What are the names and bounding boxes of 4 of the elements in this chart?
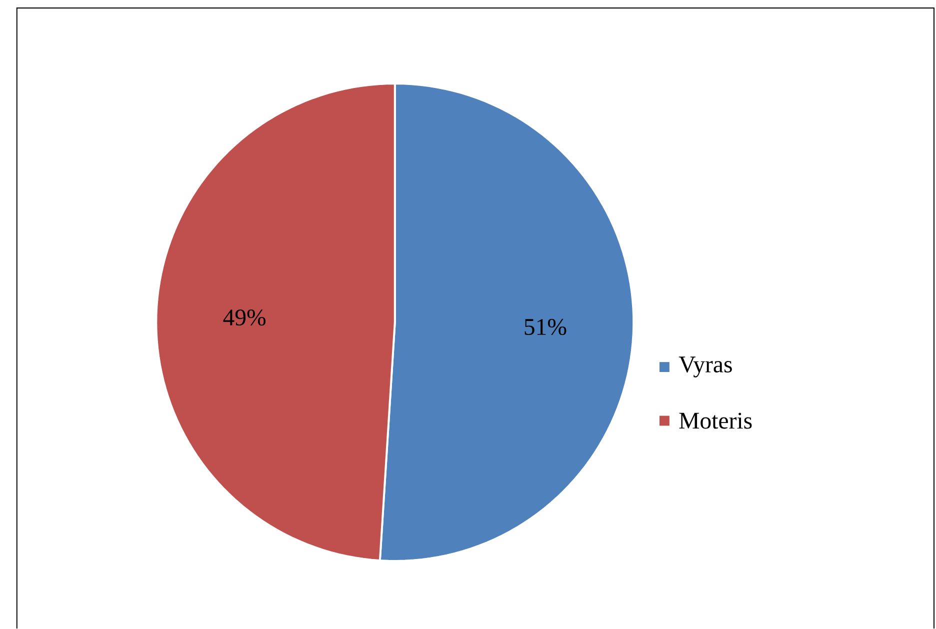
data-label: 51% xyxy=(524,319,566,336)
data-label: 49% xyxy=(223,310,266,326)
legend-label: Moteris xyxy=(679,412,752,429)
legend-label: Vyras xyxy=(678,356,732,378)
